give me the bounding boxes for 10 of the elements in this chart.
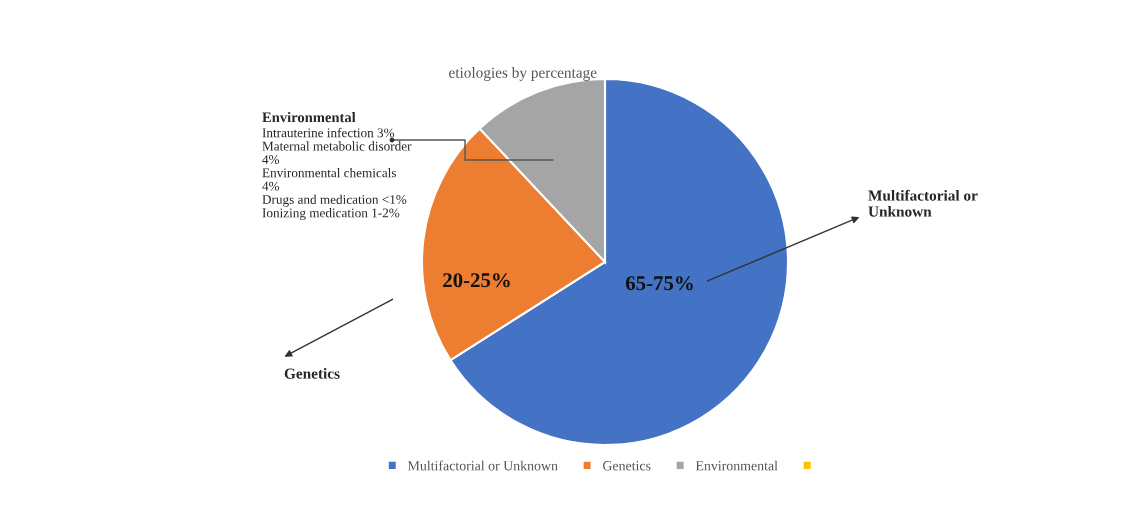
text: Intrauterine infection 3% Maternal metabolic disorder 4% Environmental chemicals 4% Drugs and medication <1% Ionizing medication 1-2% — [262, 127, 412, 221]
text: 20-25% — [443, 273, 510, 288]
text: 65-75% — [625, 276, 693, 291]
slice-label: Genetics — [284, 368, 340, 379]
legend-label: Environmental — [695, 460, 778, 471]
category-label: Environmental — [262, 112, 356, 123]
legend-label: Genetics — [602, 461, 651, 471]
chart-title: etiologies by percentage — [449, 67, 597, 81]
slice-label: Multifactorial or Unknown — [868, 189, 978, 217]
legend-label: Multifactorial or Unknown — [407, 460, 558, 471]
